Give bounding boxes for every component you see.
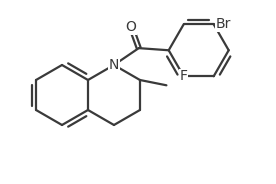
Text: F: F (180, 69, 188, 83)
Text: Br: Br (216, 17, 231, 31)
Text: N: N (109, 58, 119, 72)
Text: O: O (126, 20, 137, 34)
